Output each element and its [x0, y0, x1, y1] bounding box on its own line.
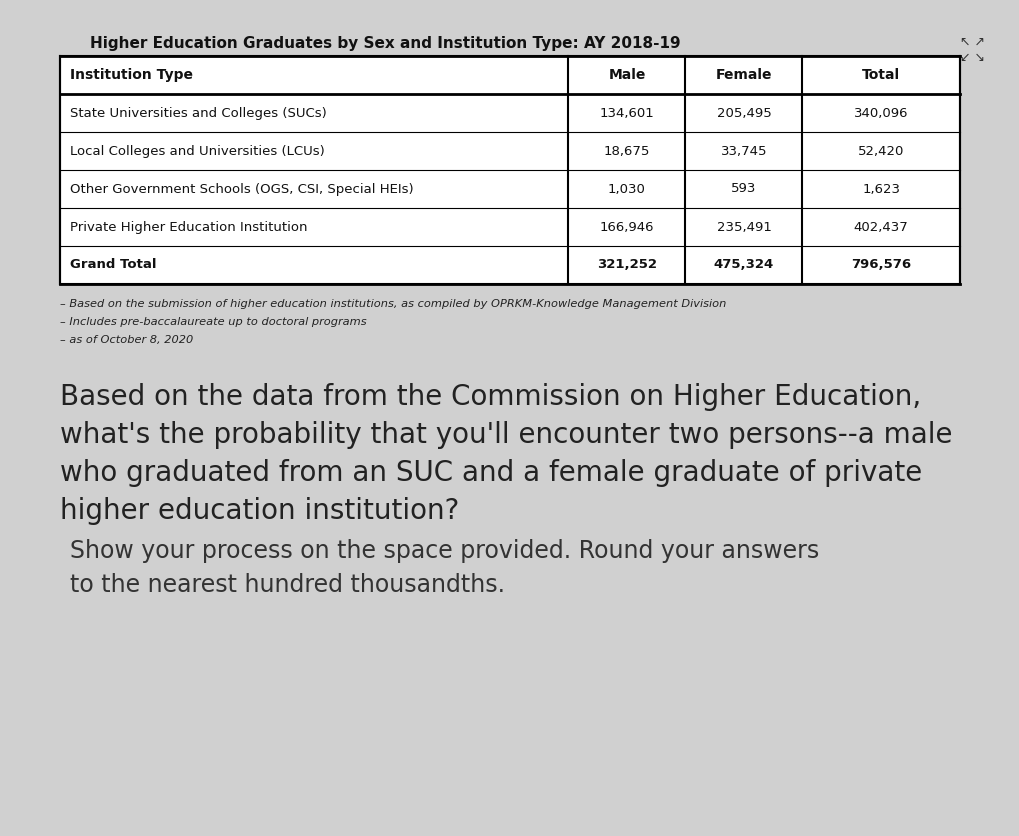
Text: Other Government Schools (OGS, CSI, Special HEIs): Other Government Schools (OGS, CSI, Spec… [70, 182, 414, 196]
Text: 18,675: 18,675 [603, 145, 649, 157]
Text: Higher Education Graduates by Sex and Institution Type: AY 2018-19: Higher Education Graduates by Sex and In… [90, 36, 680, 51]
Text: 402,437: 402,437 [853, 221, 908, 233]
Text: Show your process on the space provided. Round your answers
to the nearest hundr: Show your process on the space provided.… [70, 539, 818, 597]
Bar [60, 56, 959, 284]
Text: 166,946: 166,946 [599, 221, 653, 233]
Text: 593: 593 [731, 182, 756, 196]
Text: 33,745: 33,745 [720, 145, 766, 157]
Text: 134,601: 134,601 [599, 106, 654, 120]
Text: State Universities and Colleges (SUCs): State Universities and Colleges (SUCs) [70, 106, 326, 120]
Text: Based on the data from the Commission on Higher Education,
what's the probabilit: Based on the data from the Commission on… [60, 383, 952, 525]
Text: 321,252: 321,252 [596, 258, 656, 272]
Text: 1,623: 1,623 [861, 182, 900, 196]
Text: Female: Female [715, 68, 771, 82]
Text: Male: Male [607, 68, 645, 82]
Text: 340,096: 340,096 [853, 106, 908, 120]
Text: – Includes pre-baccalaureate up to doctoral programs: – Includes pre-baccalaureate up to docto… [60, 317, 366, 327]
Text: 475,324: 475,324 [713, 258, 773, 272]
Text: Total: Total [861, 68, 900, 82]
Text: Grand Total: Grand Total [70, 258, 156, 272]
Text: 1,030: 1,030 [607, 182, 645, 196]
Text: – Based on the submission of higher education institutions, as compiled by OPRKM: – Based on the submission of higher educ… [60, 299, 726, 309]
Text: 235,491: 235,491 [716, 221, 770, 233]
Text: Local Colleges and Universities (LCUs): Local Colleges and Universities (LCUs) [70, 145, 324, 157]
Text: Private Higher Education Institution: Private Higher Education Institution [70, 221, 307, 233]
Text: 796,576: 796,576 [850, 258, 910, 272]
Text: – as of October 8, 2020: – as of October 8, 2020 [60, 335, 193, 345]
Text: 52,420: 52,420 [857, 145, 904, 157]
Text: ↖ ↗
↙ ↘: ↖ ↗ ↙ ↘ [959, 36, 984, 64]
Text: Institution Type: Institution Type [70, 68, 193, 82]
Text: 205,495: 205,495 [716, 106, 770, 120]
